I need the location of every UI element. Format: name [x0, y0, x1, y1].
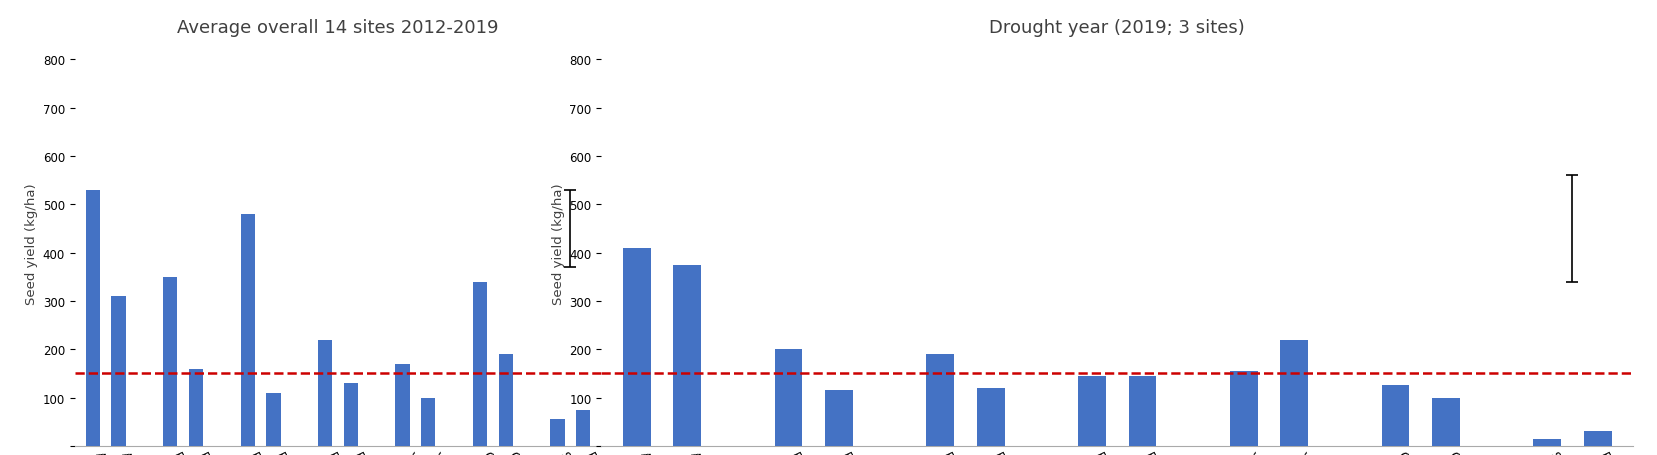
Bar: [1077, 376, 1105, 446]
Bar: [976, 388, 1004, 446]
Bar: [774, 349, 802, 446]
Bar: [623, 248, 650, 446]
Title: Average overall 14 sites 2012-2019: Average overall 14 sites 2012-2019: [177, 19, 499, 36]
Bar: [472, 282, 487, 446]
Bar: [240, 214, 255, 446]
Bar: [825, 390, 852, 446]
Bar: [1128, 376, 1157, 446]
Bar: [1533, 439, 1561, 446]
Y-axis label: Seed yield (kg/ha): Seed yield (kg/ha): [552, 183, 565, 304]
Bar: [189, 369, 202, 446]
Bar: [111, 297, 126, 446]
Bar: [396, 364, 409, 446]
Bar: [550, 420, 565, 446]
Y-axis label: Seed yield (kg/ha): Seed yield (kg/ha): [25, 183, 38, 304]
Bar: [1432, 398, 1460, 446]
Bar: [673, 265, 701, 446]
Title: Drought year (2019; 3 sites): Drought year (2019; 3 sites): [989, 19, 1244, 36]
Bar: [1582, 431, 1611, 446]
Bar: [1279, 340, 1307, 446]
Bar: [267, 393, 280, 446]
Bar: [343, 383, 358, 446]
Bar: [1229, 371, 1258, 446]
Bar: [499, 354, 512, 446]
Bar: [162, 277, 177, 446]
Bar: [577, 410, 590, 446]
Bar: [926, 354, 953, 446]
Bar: [318, 340, 331, 446]
Bar: [421, 398, 436, 446]
Bar: [86, 190, 99, 446]
Bar: [1380, 386, 1408, 446]
